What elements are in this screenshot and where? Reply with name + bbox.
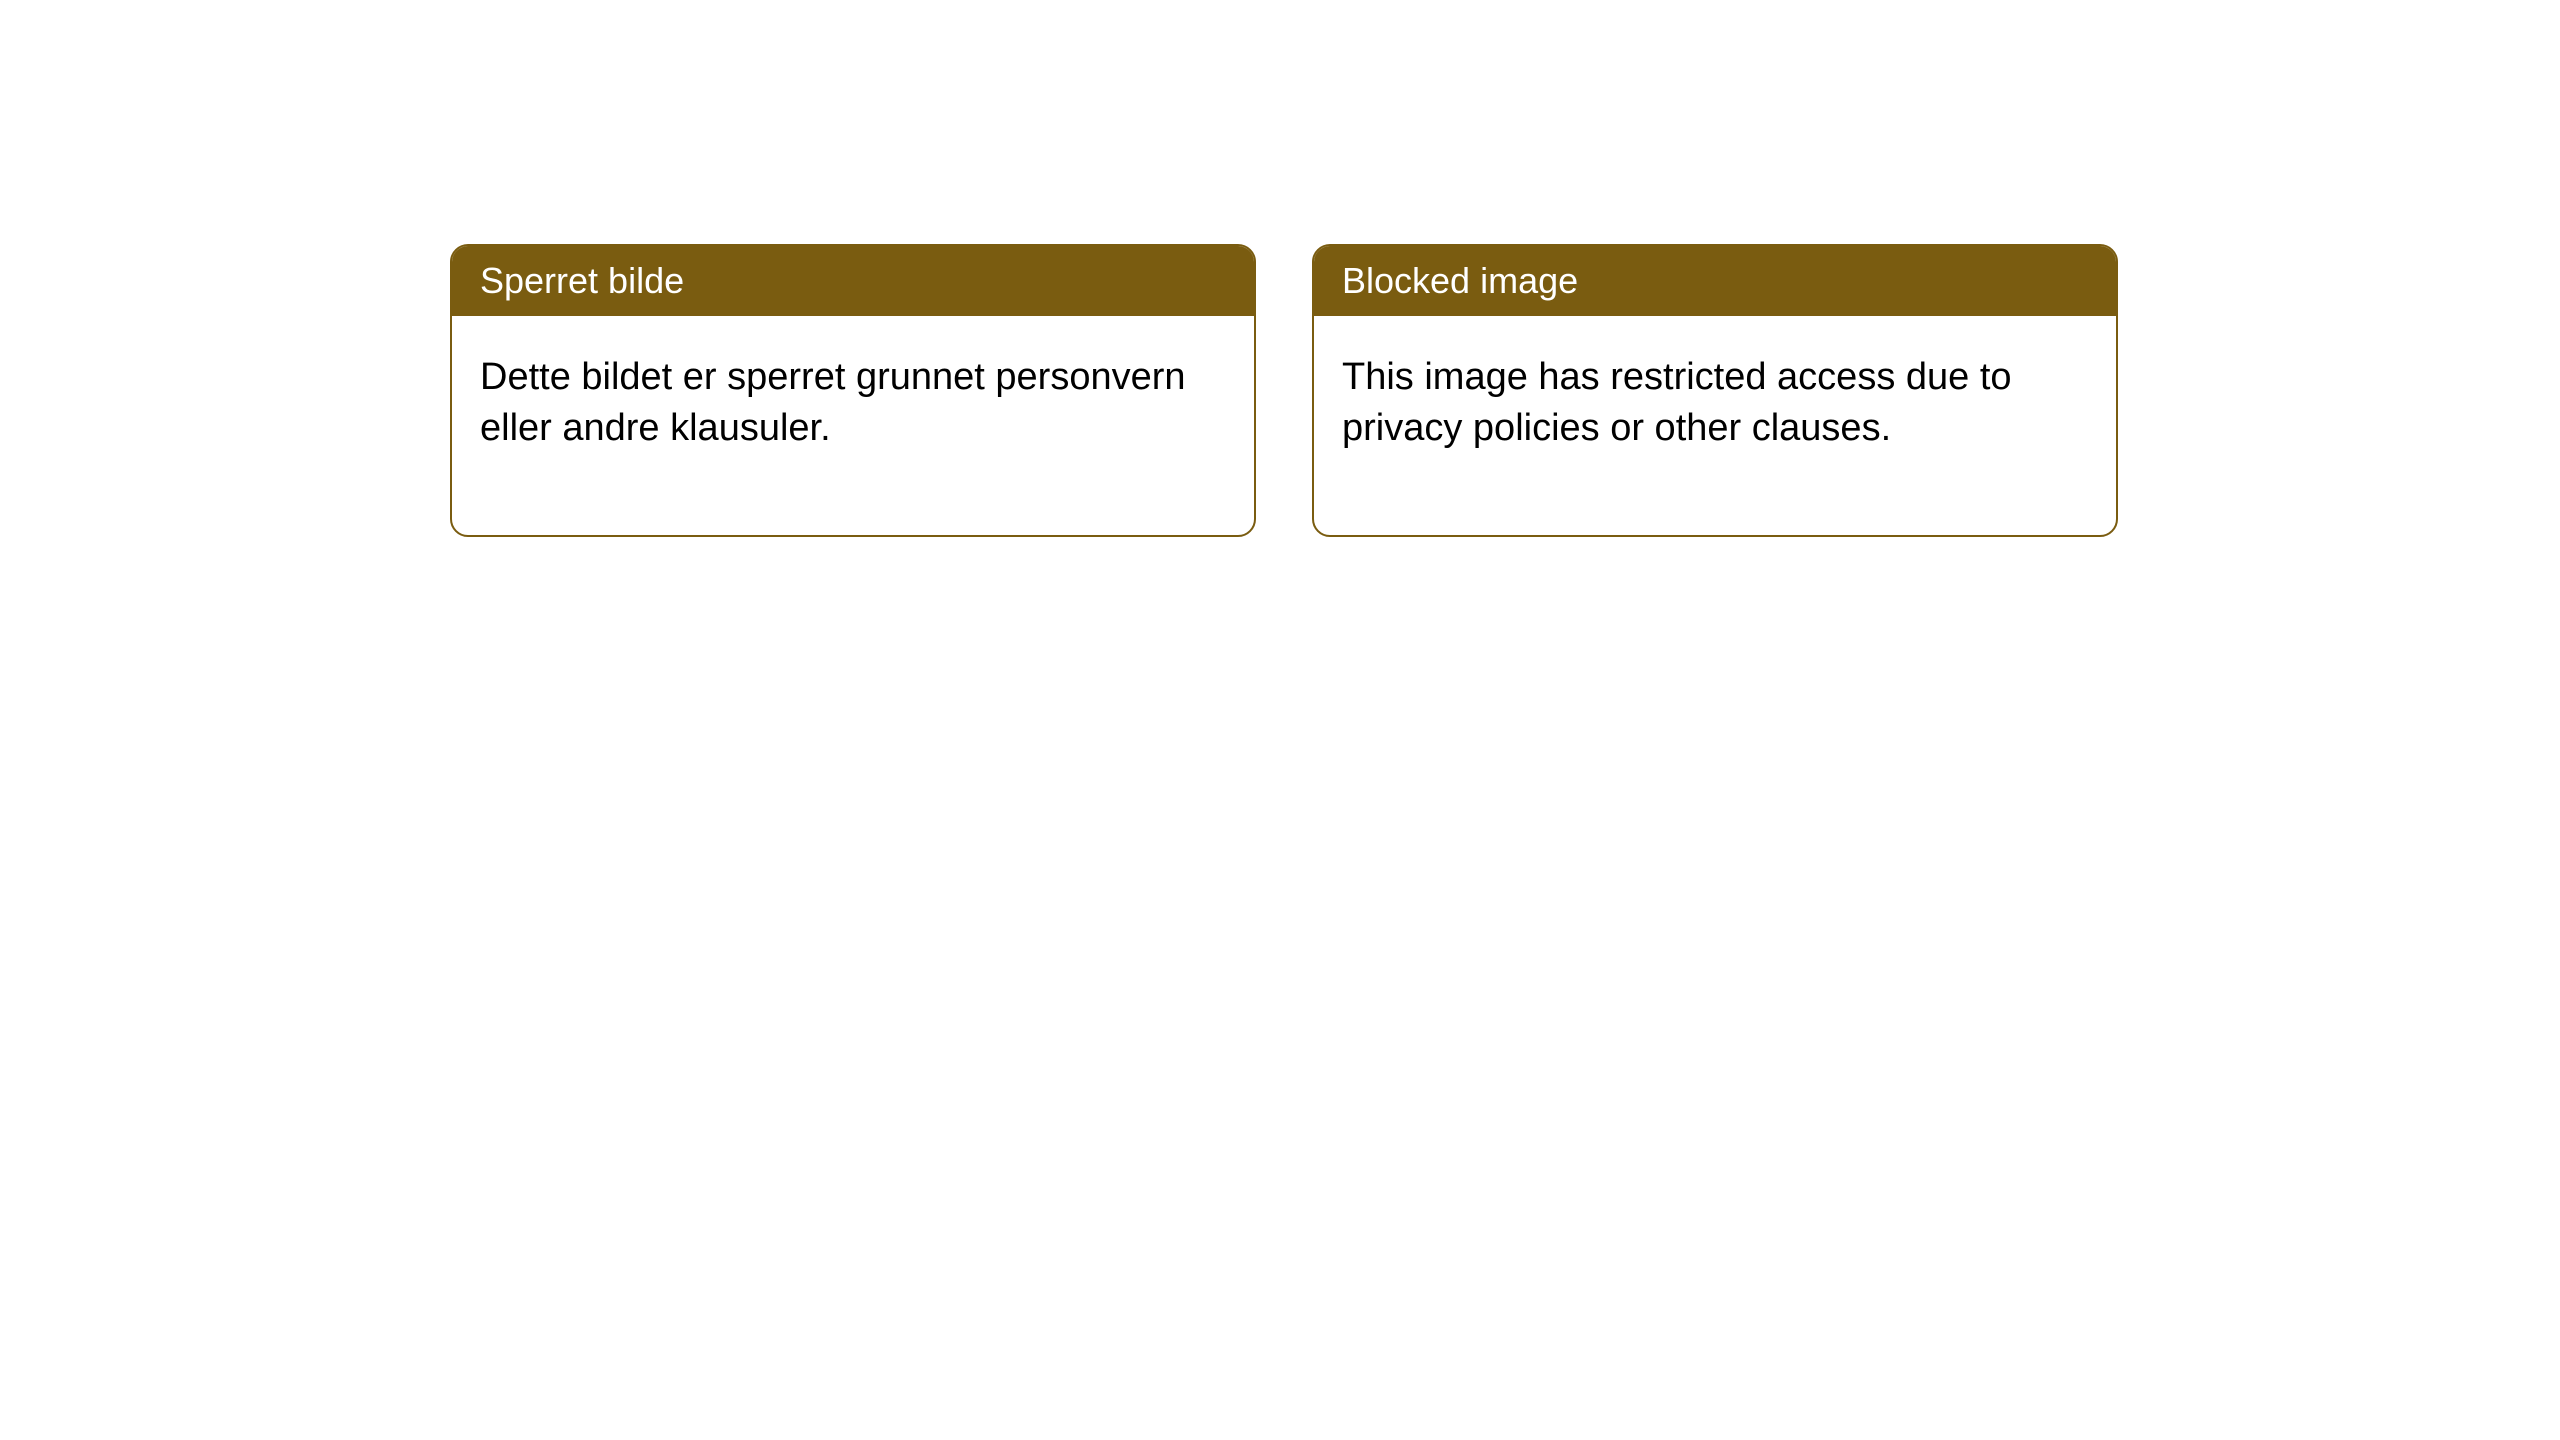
notice-title: Blocked image (1342, 260, 1578, 301)
notice-message: This image has restricted access due to … (1342, 356, 2012, 449)
notice-card-english: Blocked image This image has restricted … (1312, 244, 2118, 537)
notice-header: Blocked image (1314, 246, 2116, 316)
notice-card-norwegian: Sperret bilde Dette bildet er sperret gr… (450, 244, 1256, 537)
notice-title: Sperret bilde (480, 260, 684, 301)
notice-message: Dette bildet er sperret grunnet personve… (480, 356, 1186, 449)
notice-header: Sperret bilde (452, 246, 1254, 316)
notice-body: Dette bildet er sperret grunnet personve… (452, 316, 1254, 535)
notice-container: Sperret bilde Dette bildet er sperret gr… (0, 0, 2560, 537)
notice-body: This image has restricted access due to … (1314, 316, 2116, 535)
